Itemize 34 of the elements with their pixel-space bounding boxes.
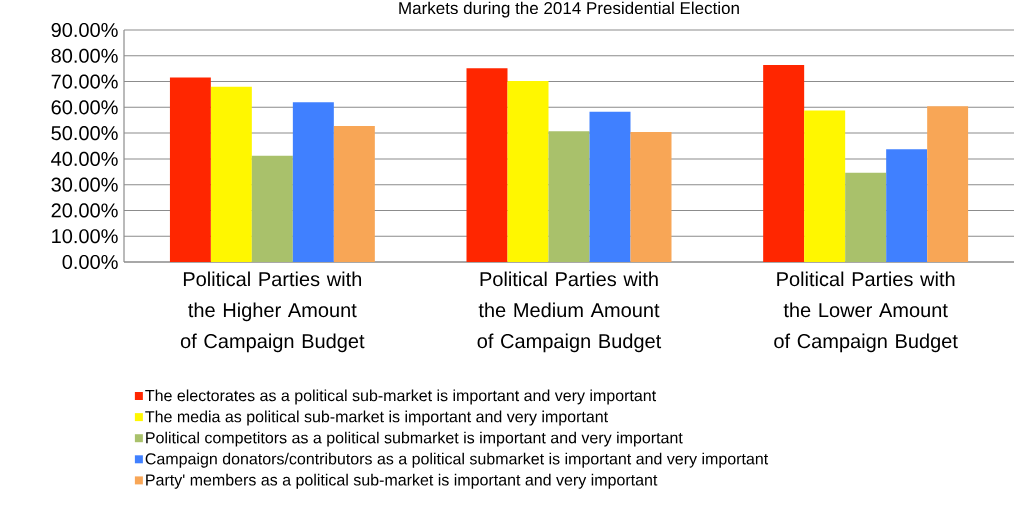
y-tick-label: 10.00%: [52, 229, 118, 244]
bar: [466, 68, 508, 262]
bar: [333, 125, 375, 262]
x-tick-label: Political Parties with the Higher Amount of Campaign Budget: [180, 271, 365, 353]
y-tick-label: 20.00%: [51, 203, 118, 218]
bar: [804, 110, 846, 262]
legend-label: Political competitors as a political submarket is important and very important: [146, 431, 683, 447]
bar: [548, 131, 590, 262]
bar: [845, 172, 887, 262]
bar: [292, 102, 334, 262]
bar: [927, 106, 969, 262]
x-tick-label: Political Parties with the Medium Amount of Campaign Budget: [477, 271, 662, 353]
chart-title: Markets during the 2014 Presidential Election: [399, 1, 739, 18]
y-tick-label: 80.00%: [51, 48, 118, 63]
y-tick-label: 50.00%: [51, 126, 118, 141]
y-tick-label: 90.00%: [51, 22, 118, 38]
bar: [507, 81, 549, 262]
y-tick-label: 60.00%: [51, 100, 118, 115]
bar: [763, 65, 805, 262]
y-tick-label: 70.00%: [51, 74, 118, 89]
bar: [630, 132, 672, 262]
bar: [886, 149, 928, 262]
bar: [169, 77, 211, 262]
bar: [210, 86, 252, 262]
legend-label: The electorates as a political sub-market is important and very important: [145, 389, 657, 405]
bar: [251, 155, 293, 262]
y-tick-label: 30.00%: [51, 177, 118, 192]
legend-label: Party' members as a political sub-market is important and very important: [146, 473, 658, 489]
y-tick-label: 0.00%: [62, 254, 118, 270]
legend-label: The media as political sub-market is important and very important: [145, 410, 608, 426]
x-tick-label: Political Parties with the Lower Amount of Campaign Budget: [774, 271, 958, 353]
legend-label: Campaign donators/contributors as a political submarket is important and very important: [145, 452, 769, 468]
y-tick-label: 40.00%: [51, 151, 118, 166]
bar: [589, 111, 631, 262]
